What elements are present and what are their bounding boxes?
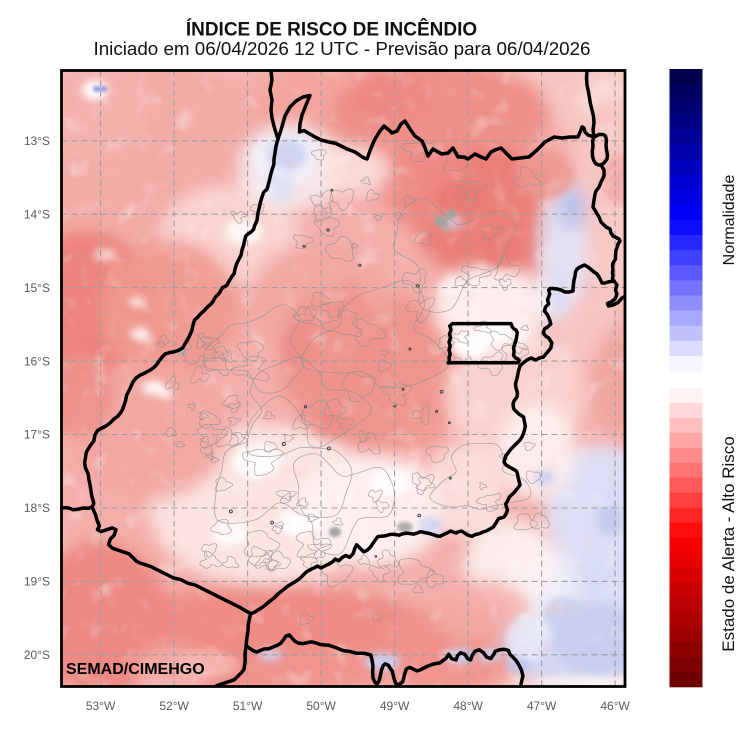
svg-text:ÍNDICE DE RISCO DE INCÊNDIO: ÍNDICE DE RISCO DE INCÊNDIO	[186, 19, 477, 41]
svg-text:13°S: 13°S	[24, 134, 50, 148]
svg-text:Estado de Alerta - Alto Risco: Estado de Alerta - Alto Risco	[719, 436, 738, 651]
svg-text:50°W: 50°W	[306, 699, 336, 713]
svg-text:17°S: 17°S	[24, 428, 50, 442]
svg-text:19°S: 19°S	[24, 575, 50, 589]
svg-text:49°W: 49°W	[380, 699, 410, 713]
svg-text:14°S: 14°S	[24, 207, 50, 221]
svg-text:Normalidade: Normalidade	[721, 175, 738, 266]
svg-text:Iniciado em 06/04/2026 12 UTC: Iniciado em 06/04/2026 12 UTC - Previsão…	[94, 38, 591, 59]
svg-text:16°S: 16°S	[24, 354, 50, 368]
svg-text:SEMAD/CIMEHGO: SEMAD/CIMEHGO	[66, 661, 205, 678]
svg-text:18°S: 18°S	[24, 501, 50, 515]
svg-text:47°W: 47°W	[527, 699, 557, 713]
svg-text:48°W: 48°W	[453, 699, 483, 713]
svg-text:52°W: 52°W	[159, 699, 189, 713]
svg-text:53°W: 53°W	[86, 699, 116, 713]
svg-text:46°W: 46°W	[600, 699, 630, 713]
svg-text:20°S: 20°S	[24, 648, 50, 662]
svg-text:15°S: 15°S	[24, 281, 50, 295]
svg-text:51°W: 51°W	[233, 699, 263, 713]
